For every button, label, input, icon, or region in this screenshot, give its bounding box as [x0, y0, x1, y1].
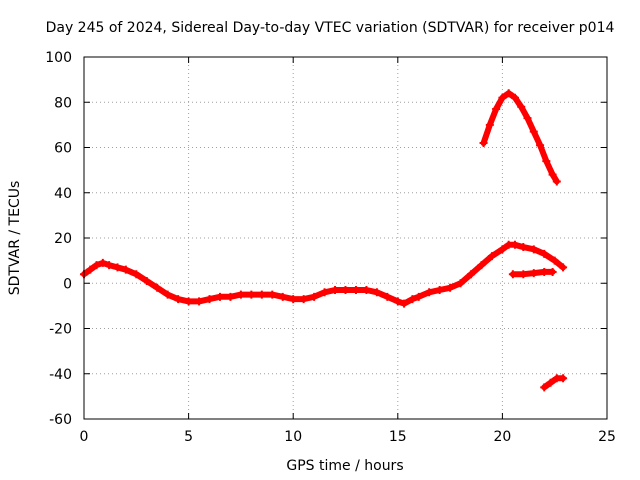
data-point	[498, 245, 507, 254]
data-point	[247, 290, 256, 299]
y-tick-label: 40	[54, 186, 72, 202]
data-point	[215, 292, 224, 301]
data-point	[504, 89, 513, 98]
data-point	[205, 295, 214, 304]
y-tick-label: 60	[54, 141, 72, 157]
data-point	[508, 270, 517, 279]
data-point	[510, 93, 519, 102]
y-tick-label: 80	[54, 95, 72, 111]
data-point	[540, 383, 549, 392]
data-point	[142, 276, 151, 285]
data-point	[559, 263, 568, 272]
data-point	[236, 290, 245, 299]
data-point	[153, 283, 162, 292]
data-point	[456, 279, 465, 288]
x-tick-label: 20	[493, 429, 511, 445]
data-point	[467, 270, 476, 279]
data-point	[485, 120, 494, 129]
data-point	[477, 261, 486, 270]
data-point	[393, 297, 402, 306]
plot-frame	[83, 56, 608, 420]
data-point	[498, 93, 507, 102]
data-point	[548, 170, 557, 179]
x-tick-label: 15	[389, 429, 407, 445]
data-point	[548, 267, 557, 276]
data-point	[105, 261, 114, 270]
data-point	[184, 297, 193, 306]
data-point	[195, 297, 204, 306]
data-point	[529, 269, 538, 278]
data-point	[98, 258, 107, 267]
data-point	[487, 252, 496, 261]
data-point	[519, 270, 528, 279]
series-main-arc	[80, 240, 568, 308]
data-point	[400, 299, 409, 308]
data-point	[540, 267, 549, 276]
x-axis-label: GPS time / hours	[286, 458, 403, 474]
series-high-arc	[479, 89, 561, 186]
data-point	[542, 157, 551, 166]
data-point	[510, 240, 519, 249]
data-point	[372, 288, 381, 297]
data-point	[550, 256, 559, 265]
data-point	[446, 283, 455, 292]
data-point	[408, 295, 417, 304]
data-point	[552, 177, 561, 186]
y-tick-label: 100	[45, 50, 72, 66]
data-point	[289, 295, 298, 304]
data-point	[86, 265, 95, 274]
data-point	[362, 286, 371, 295]
data-point	[299, 295, 308, 304]
data-point	[414, 292, 423, 301]
data-point	[435, 286, 444, 295]
data-point	[268, 290, 277, 299]
data-point	[559, 374, 568, 383]
data-point	[351, 286, 360, 295]
data-point	[479, 138, 488, 147]
y-tick-label: -60	[49, 412, 72, 428]
grid	[84, 57, 607, 419]
data-point	[529, 127, 538, 136]
data-point	[163, 290, 172, 299]
data-point	[540, 249, 549, 258]
data-point	[226, 292, 235, 301]
y-tick-label: 0	[63, 276, 72, 292]
data-point	[529, 245, 538, 254]
x-tick-label: 5	[184, 429, 193, 445]
series-negative-segment	[540, 374, 568, 392]
data-point	[519, 243, 528, 252]
data-point	[113, 263, 122, 272]
data-point	[174, 295, 183, 304]
data-point	[546, 378, 555, 387]
x-tick-label: 0	[80, 429, 89, 445]
data-point	[523, 114, 532, 123]
data-point	[492, 105, 501, 114]
data-point	[331, 286, 340, 295]
data-point	[121, 265, 130, 274]
data-series	[80, 89, 568, 392]
x-tick-label: 25	[598, 429, 616, 445]
series-low-segment	[508, 267, 557, 279]
data-point	[92, 261, 101, 270]
y-axis-label: SDTVAR / TECUs	[7, 181, 23, 296]
data-point	[278, 292, 287, 301]
data-point	[517, 102, 526, 111]
data-point	[536, 141, 545, 150]
y-tick-label: 20	[54, 231, 72, 247]
data-point	[341, 286, 350, 295]
data-point	[257, 290, 266, 299]
y-tick-label: -40	[49, 367, 72, 383]
x-tick-label: 10	[284, 429, 302, 445]
y-tick-label: -20	[49, 322, 72, 338]
data-point	[425, 288, 434, 297]
data-point	[132, 270, 141, 279]
data-point	[310, 292, 319, 301]
data-point	[383, 292, 392, 301]
data-point	[320, 288, 329, 297]
chart-title: Day 245 of 2024, Sidereal Day-to-day VTE…	[46, 20, 615, 36]
